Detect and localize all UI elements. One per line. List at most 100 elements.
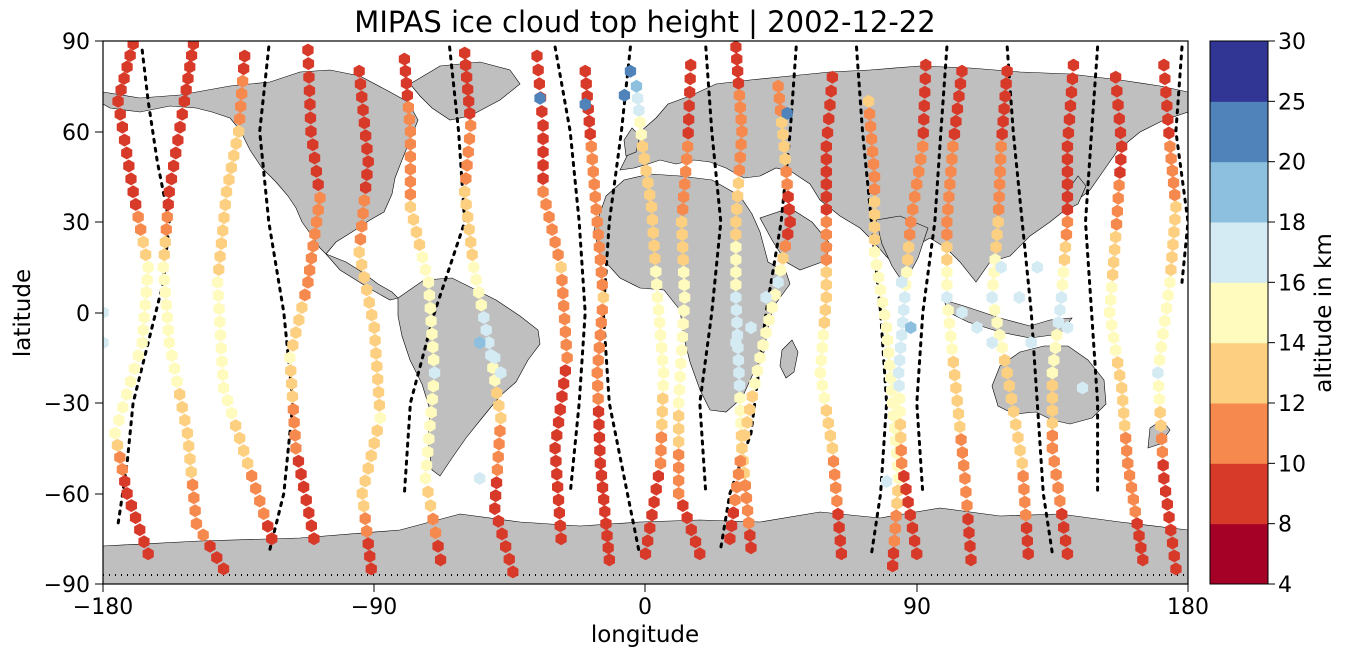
cloud-top-point [304, 111, 317, 125]
cloud-top-point [1114, 126, 1127, 140]
cloud-top-point [864, 120, 877, 133]
cloud-top-point [536, 105, 548, 119]
cloud-top-point [596, 303, 608, 317]
cloud-top-point [903, 240, 915, 254]
cloud-top-point [904, 508, 916, 522]
cloud-top-point [427, 379, 439, 393]
cloud-top-point [653, 316, 666, 330]
cloud-top-point [1059, 534, 1072, 548]
cloud-top-point [266, 532, 278, 546]
colorbar-band [1210, 403, 1268, 464]
colorbar-band [1210, 222, 1268, 283]
cloud-top-point [552, 493, 565, 507]
cloud-top-point [902, 495, 914, 509]
cloud-top-point [730, 265, 742, 279]
cloud-top-point [818, 391, 830, 405]
cloud-top-point [593, 240, 605, 254]
cloud-top-point [1156, 432, 1168, 446]
cloud-top-point [730, 240, 742, 254]
cloud-top-point [373, 398, 385, 412]
cloud-top-point [1117, 394, 1129, 407]
cloud-top-point [1160, 301, 1173, 315]
cloud-top-point [366, 308, 378, 322]
cloud-top-point [732, 76, 745, 90]
cloud-top-point [290, 326, 302, 340]
cloud-top-point [776, 115, 788, 129]
cloud-top-point [1063, 112, 1076, 126]
cloud-top-point [596, 481, 609, 494]
cloud-top-point [410, 225, 423, 239]
cloud-top-point [673, 448, 685, 462]
cloud-top-point [950, 381, 962, 395]
cloud-top-point [308, 151, 321, 165]
cloud-top-point [1061, 547, 1074, 561]
cloud-top-point [556, 390, 568, 403]
cloud-top-point [595, 265, 607, 279]
cloud-top-point [254, 494, 266, 508]
cloud-top-point [1170, 200, 1182, 214]
cloud-top-point [731, 202, 743, 216]
cloud-top-point [1155, 419, 1167, 433]
cloud-top-point [214, 315, 226, 329]
cloud-top-point [1154, 353, 1166, 367]
cloud-top-point [586, 152, 598, 166]
cloud-top-point [779, 152, 791, 166]
cloud-top-point [1156, 445, 1168, 459]
cloud-top-point [463, 94, 475, 108]
cloud-top-point [1135, 541, 1147, 555]
cloud-top-point [634, 115, 646, 129]
cloud-top-point [675, 356, 687, 370]
cloud-top-point [215, 341, 227, 355]
cloud-top-point [491, 386, 503, 400]
cloud-top-point [464, 106, 476, 120]
cloud-top-point [1061, 321, 1074, 335]
cloud-top-point [217, 224, 229, 238]
cloud-top-point [1165, 523, 1177, 537]
cloud-top-point [552, 248, 564, 262]
colorbar-tick-label: 25 [1278, 90, 1306, 115]
cloud-top-point [1017, 469, 1029, 483]
cloud-top-point [735, 112, 747, 126]
cloud-top-point [304, 263, 316, 277]
cloud-top-point [489, 351, 501, 365]
cloud-top-point [639, 547, 652, 561]
cloud-top-point [1166, 250, 1178, 264]
cloud-top-point [594, 443, 606, 457]
cloud-top-point [112, 94, 124, 108]
cloud-top-point [235, 99, 247, 113]
cloud-top-point [1025, 336, 1037, 350]
cloud-top-point [954, 77, 967, 91]
cloud-top-point [425, 314, 437, 328]
cloud-top-point [971, 321, 983, 335]
cloud-top-point [991, 228, 1003, 242]
cloud-top-point [561, 351, 573, 365]
cloud-top-point [683, 112, 695, 126]
cloud-top-point [784, 215, 796, 229]
cloud-top-point [944, 177, 956, 191]
cloud-top-point [909, 534, 921, 548]
cloud-top-point [681, 511, 693, 525]
cloud-top-point [950, 114, 962, 128]
cloud-top-point [1108, 331, 1120, 345]
cloud-top-point [1046, 366, 1058, 380]
cloud-top-point [1164, 275, 1176, 289]
orbit-track-line [258, 45, 295, 556]
cloud-top-point [137, 323, 149, 337]
cloud-top-point [358, 116, 370, 130]
cloud-top-point [682, 126, 694, 140]
cloud-top-point [551, 467, 563, 481]
cloud-top-point [751, 364, 764, 378]
cloud-top-point [949, 368, 961, 382]
cloud-top-point [290, 441, 302, 455]
cloud-top-point [646, 213, 658, 227]
cloud-top-point [868, 170, 881, 184]
cloud-top-point [654, 456, 667, 470]
colorbar-tick-label: 16 [1278, 271, 1306, 296]
cloud-top-point [677, 317, 689, 331]
cloud-top-point [559, 364, 571, 378]
cloud-top-point [220, 185, 233, 199]
cloud-top-point [1067, 58, 1080, 72]
cloud-top-point [1113, 112, 1125, 126]
cloud-top-point [560, 338, 572, 352]
cloud-top-point [867, 157, 880, 171]
